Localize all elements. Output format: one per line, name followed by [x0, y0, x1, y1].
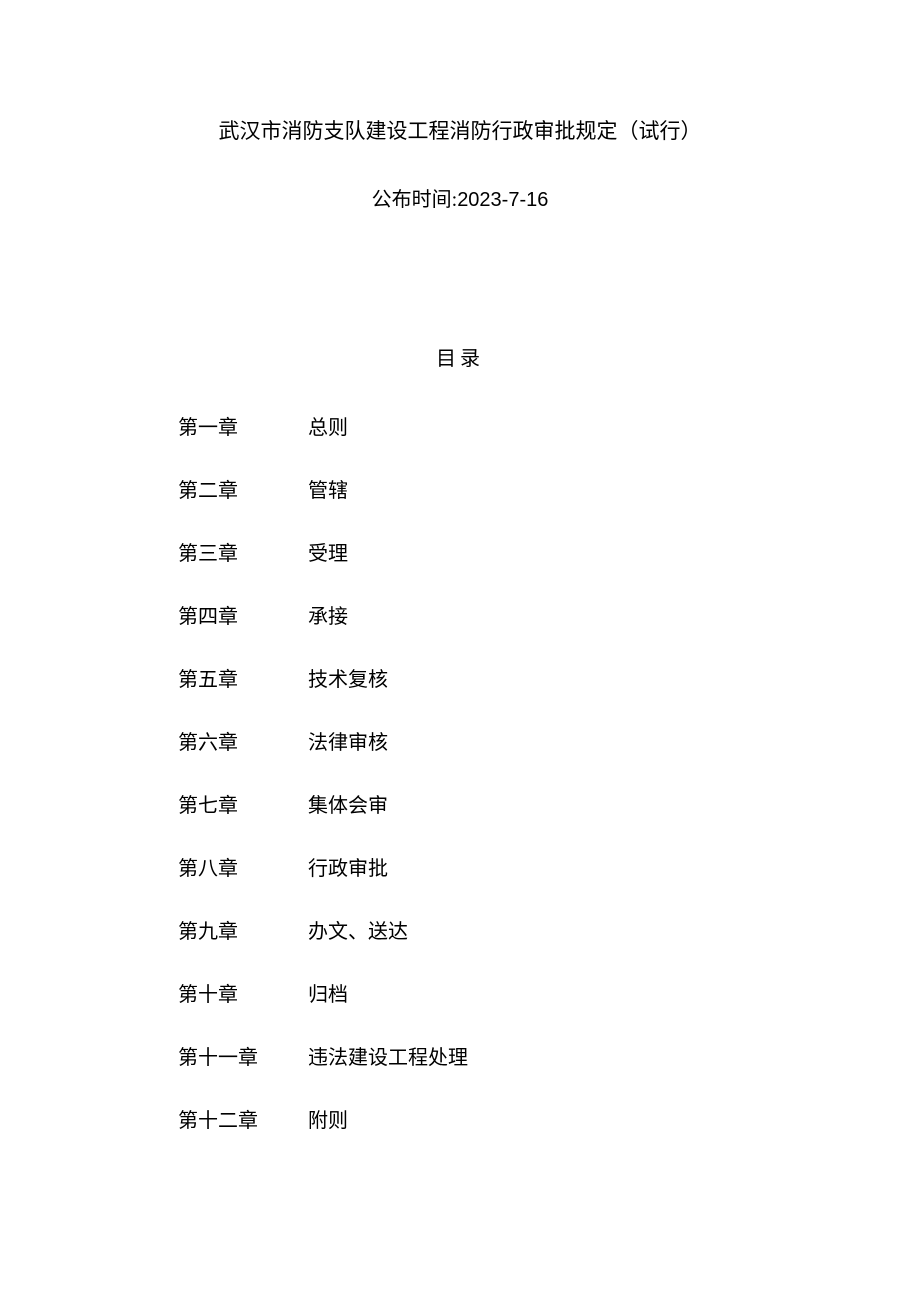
- toc-item: 第二章 管辖: [178, 474, 920, 503]
- toc-item: 第五章 技术复核: [178, 663, 920, 692]
- toc-chapter-label: 第四章: [178, 600, 308, 629]
- toc-chapter-name: 附则: [308, 1104, 920, 1133]
- toc-item: 第九章 办文、送达: [178, 915, 920, 944]
- toc-chapter-label: 第二章: [178, 474, 308, 503]
- document-title: 武汉市消防支队建设工程消防行政审批规定（试行）: [0, 115, 920, 145]
- toc-chapter-name: 承接: [308, 600, 920, 629]
- toc-chapter-name: 受理: [308, 537, 920, 566]
- toc-chapter-label: 第十章: [178, 978, 308, 1007]
- publish-date: 2023-7-16: [457, 189, 548, 211]
- toc-chapter-name: 归档: [308, 978, 920, 1007]
- toc-title: 目录: [0, 342, 920, 371]
- toc-item: 第六章 法律审核: [178, 726, 920, 755]
- toc-item: 第七章 集体会审: [178, 789, 920, 818]
- toc-item: 第十一章 违法建设工程处理: [178, 1041, 920, 1070]
- publish-time-line: 公布时间:2023-7-16: [0, 183, 920, 212]
- toc-chapter-name: 法律审核: [308, 726, 920, 755]
- toc-chapter-name: 集体会审: [308, 789, 920, 818]
- toc-item: 第三章 受理: [178, 537, 920, 566]
- toc-item: 第一章 总则: [178, 411, 920, 440]
- toc-chapter-label: 第十一章: [178, 1041, 308, 1070]
- toc-chapter-name: 总则: [308, 411, 920, 440]
- toc-chapter-label: 第三章: [178, 537, 308, 566]
- toc-item: 第十章 归档: [178, 978, 920, 1007]
- toc-chapter-label: 第七章: [178, 789, 308, 818]
- toc-chapter-name: 行政审批: [308, 852, 920, 881]
- toc-item: 第十二章 附则: [178, 1104, 920, 1133]
- toc-chapter-name: 管辖: [308, 474, 920, 503]
- toc-item: 第四章 承接: [178, 600, 920, 629]
- toc-chapter-label: 第六章: [178, 726, 308, 755]
- toc-chapter-label: 第九章: [178, 915, 308, 944]
- toc-chapter-name: 办文、送达: [308, 915, 920, 944]
- toc-chapter-label: 第十二章: [178, 1104, 308, 1133]
- toc-chapter-name: 技术复核: [308, 663, 920, 692]
- toc-chapter-label: 第五章: [178, 663, 308, 692]
- toc-chapter-label: 第八章: [178, 852, 308, 881]
- publish-label: 公布时间:: [372, 189, 458, 211]
- toc-list: 第一章 总则 第二章 管辖 第三章 受理 第四章 承接 第五章 技术复核 第六章…: [178, 411, 920, 1133]
- toc-item: 第八章 行政审批: [178, 852, 920, 881]
- toc-chapter-label: 第一章: [178, 411, 308, 440]
- toc-chapter-name: 违法建设工程处理: [308, 1041, 920, 1070]
